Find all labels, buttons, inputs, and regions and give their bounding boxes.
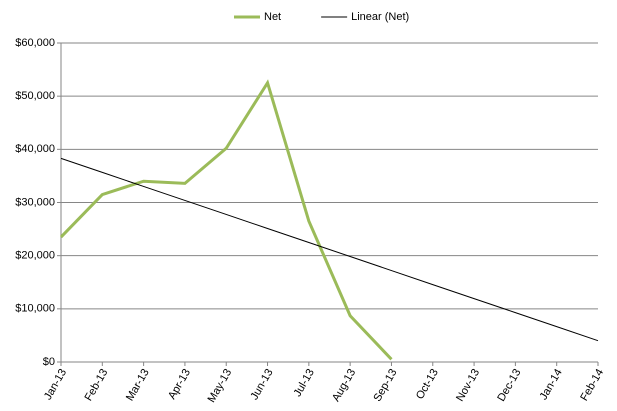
y-tick-label: $30,000	[15, 196, 55, 208]
x-tick-label: May-13	[206, 367, 235, 405]
x-tick-label: Aug-13	[330, 367, 358, 404]
x-tick-label: Mar-13	[124, 367, 152, 403]
y-tick-label: $20,000	[15, 250, 55, 262]
y-tick-label: $50,000	[15, 90, 55, 102]
series-line	[59, 79, 393, 361]
y-tick-label: $10,000	[15, 303, 55, 315]
legend-label: Linear (Net)	[351, 11, 409, 23]
x-tick-label: Feb-14	[578, 367, 606, 403]
y-tick-label: $0	[43, 356, 55, 368]
x-tick-label: Jul-13	[292, 367, 317, 399]
x-tick-label: Feb-13	[83, 367, 111, 403]
x-tick-label: Jun-13	[248, 367, 275, 402]
series-line	[60, 157, 599, 342]
x-tick-label: Nov-13	[454, 367, 482, 404]
y-tick-label: $60,000	[15, 37, 55, 49]
x-tick-label: Sep-13	[371, 367, 399, 404]
x-tick-label: Apr-13	[166, 367, 193, 402]
x-tick-label: Jan-13	[42, 367, 69, 402]
x-tick-label: Dec-13	[495, 367, 523, 404]
legend-label: Net	[264, 11, 281, 23]
x-tick-label: Jan-14	[538, 367, 565, 402]
y-tick-label: $40,000	[15, 143, 55, 155]
x-tick-label: Oct-13	[414, 367, 441, 402]
